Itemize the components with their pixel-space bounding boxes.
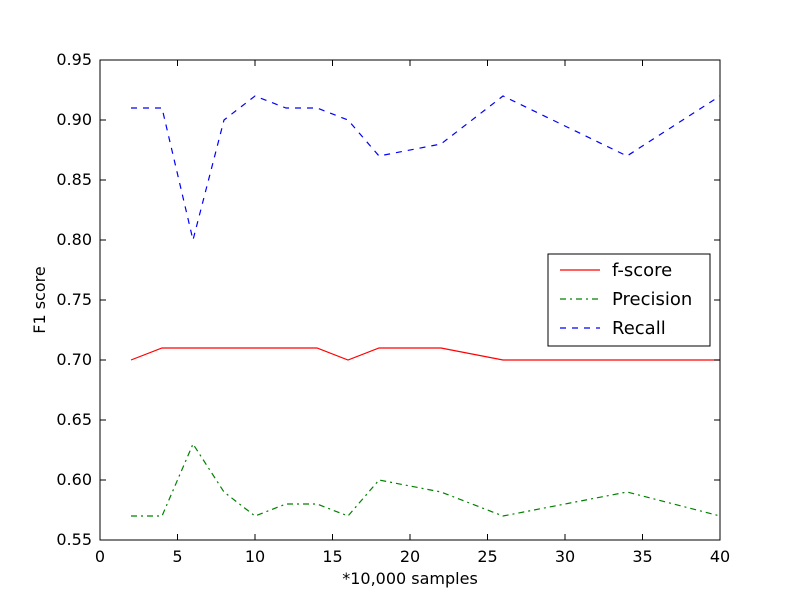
x-tick-label: 5 (172, 547, 182, 566)
x-axis-title: *10,000 samples (342, 569, 478, 588)
y-tick-label: 0.55 (56, 530, 92, 549)
y-axis-title: F1 score (30, 266, 49, 333)
y-tick-label: 0.70 (56, 350, 92, 369)
series-line-recall (131, 95, 721, 241)
x-tick-label: 0 (95, 547, 105, 566)
x-tick-label: 35 (632, 547, 652, 566)
y-tick-label: 0.85 (56, 170, 92, 189)
y-tick-label: 0.80 (56, 230, 92, 249)
legend-label-recall: Recall (612, 318, 666, 339)
y-tick-label: 0.95 (56, 50, 92, 69)
y-tick-label: 0.65 (56, 410, 92, 429)
x-tick-label: 15 (322, 547, 342, 566)
y-tick-label: 0.60 (56, 470, 92, 489)
x-tick-label: 20 (400, 547, 420, 566)
legend: f-score Precision Recall (547, 253, 711, 347)
series-line-f-score (130, 347, 720, 361)
x-tick-label: 40 (710, 547, 730, 566)
y-tick-label: 0.75 (56, 290, 92, 309)
y-tick-label: 0.90 (56, 110, 92, 129)
legend-label-f-score: f-score (612, 260, 672, 281)
x-tick-label: 10 (245, 547, 265, 566)
series-layer (130, 95, 721, 517)
legend-label-precision: Precision (612, 289, 692, 310)
series-line-precision (131, 442, 721, 517)
x-tick-label: 25 (477, 547, 497, 566)
axes-layer: 0 5 10 15 20 25 30 35 40 0.55 0.60 0.65 0.70 0.75 0.80… (56, 50, 730, 566)
legend-box (547, 253, 711, 347)
x-tick-label: 30 (555, 547, 575, 566)
